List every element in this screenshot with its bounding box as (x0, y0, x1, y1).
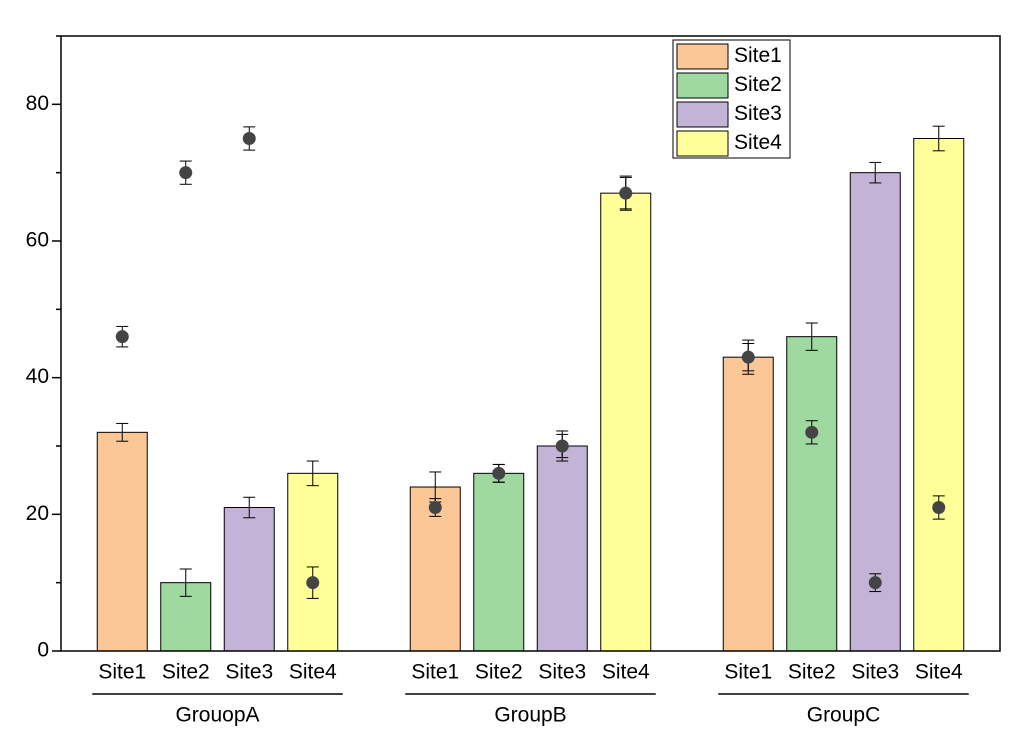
bar-error (179, 568, 192, 597)
x-tick-label: Site2 (475, 661, 523, 684)
bar (913, 138, 965, 652)
bar-error (306, 460, 319, 487)
bar (722, 356, 774, 652)
x-tick-label: Site1 (98, 661, 146, 684)
dot (555, 439, 569, 453)
x-tick-label: Site3 (538, 661, 586, 684)
plot-frame (60, 35, 1001, 652)
bar (223, 507, 275, 652)
bar-error (243, 496, 256, 519)
dot (492, 466, 506, 480)
legend-label: Site3 (734, 102, 782, 125)
bar-error (869, 161, 882, 184)
bar (600, 192, 652, 652)
bar (786, 336, 838, 652)
y-tick-label: 40 (26, 365, 49, 388)
bar-error (805, 322, 818, 351)
dot (115, 330, 129, 344)
group-label: GroupB (494, 704, 566, 727)
bar-error (932, 125, 945, 152)
y-tick-label: 20 (26, 502, 49, 525)
legend-swatch (676, 43, 729, 70)
x-tick-label: Site4 (915, 661, 963, 684)
dot (805, 425, 819, 439)
dot (306, 576, 320, 590)
x-tick-label: Site2 (162, 661, 210, 684)
dot (428, 501, 442, 514)
y-tick-label: 0 (37, 639, 49, 662)
bar (849, 172, 901, 652)
dot (868, 576, 882, 590)
x-tick-label: Site3 (851, 661, 899, 684)
bar (473, 472, 525, 652)
y-tick-label: 80 (26, 92, 49, 115)
bar (536, 445, 588, 652)
legend-label: Site2 (734, 73, 782, 96)
y-tick-label: 60 (26, 229, 49, 252)
bar-error (116, 422, 129, 442)
legend-label: Site1 (734, 44, 782, 67)
legend-label: Site4 (734, 131, 782, 154)
dot (242, 132, 256, 145)
group-label: GroupC (807, 704, 881, 727)
dot (619, 186, 633, 200)
legend-swatch (676, 101, 729, 128)
bar (287, 472, 339, 652)
x-tick-label: Site4 (289, 661, 337, 684)
x-tick-label: Site3 (225, 661, 273, 684)
bar (96, 431, 148, 652)
bar (160, 582, 212, 652)
x-tick-label: Site2 (788, 661, 836, 684)
dot (932, 501, 946, 514)
dot (741, 350, 755, 364)
dot (179, 166, 193, 180)
x-tick-label: Site1 (411, 661, 459, 684)
x-tick-label: Site4 (602, 661, 650, 684)
legend-swatch (676, 130, 729, 157)
x-tick-label: Site1 (724, 661, 772, 684)
group-label: GrouopA (175, 704, 259, 727)
legend-swatch (676, 72, 729, 99)
